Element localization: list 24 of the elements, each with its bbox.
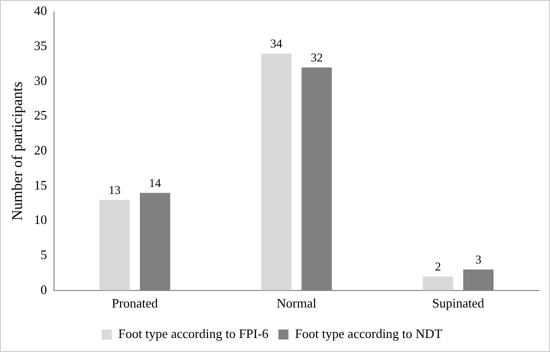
y-tick-label: 10: [34, 212, 47, 228]
bar: [422, 276, 454, 290]
x-tick-label: Supinated: [432, 296, 485, 311]
bar: [261, 54, 292, 290]
data-label: 14: [149, 176, 162, 190]
data-label: 32: [310, 50, 323, 65]
data-label: 34: [270, 36, 282, 51]
x-tick-label: Normal: [276, 296, 317, 311]
data-label: 3: [475, 252, 482, 267]
y-tick-label: 20: [34, 142, 47, 158]
bar: [99, 200, 130, 290]
legend-label: Foot type according to FPI-6: [118, 326, 269, 341]
legend-label: Foot type according to NDT: [294, 326, 442, 341]
x-tick-label: Pronated: [112, 296, 158, 311]
data-label: 2: [434, 260, 441, 274]
y-tick-label: 5: [40, 246, 47, 262]
y-tick-label: 35: [34, 38, 47, 54]
y-tick-label: 25: [34, 108, 47, 123]
y-tick-label: 0: [40, 282, 47, 297]
y-tick-label: 15: [34, 177, 47, 192]
data-label: 13: [108, 183, 121, 198]
y-tick-label: 30: [34, 72, 47, 88]
y-axis-title: Number of participants: [10, 81, 26, 221]
y-tick-label: 40: [34, 3, 47, 18]
